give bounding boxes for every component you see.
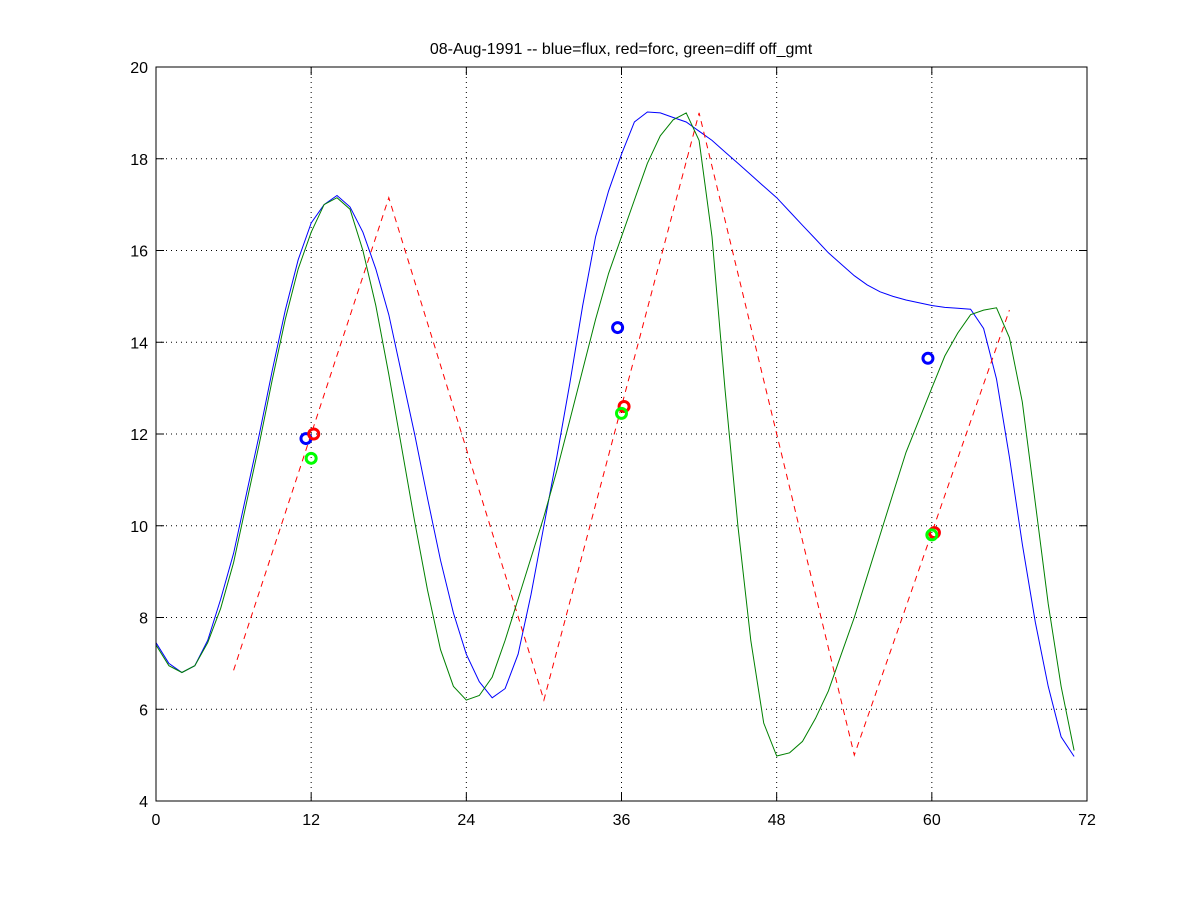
marker-flux [611, 321, 625, 335]
chart-title: 08-Aug-1991 -- blue=flux, red=forc, gree… [430, 41, 813, 58]
marker-forc [307, 427, 321, 441]
x-tick-label: 12 [302, 812, 320, 829]
x-tick-label: 36 [613, 812, 631, 829]
grid [156, 67, 1087, 801]
x-tick-label: 48 [768, 812, 786, 829]
marker-diff [925, 528, 939, 542]
y-tick-label: 18 [130, 152, 148, 169]
marker-diff [615, 406, 628, 420]
y-tick-label: 12 [130, 427, 148, 444]
marker-forc [617, 399, 631, 413]
markers [299, 321, 941, 542]
y-tick-label: 8 [139, 611, 148, 628]
ticks: 0 12 24 36 48 60 72 4 6 8 10 12 14 16 18 20 [130, 60, 1096, 829]
marker-diff [304, 451, 318, 465]
y-tick-label: 10 [130, 519, 148, 536]
series-lines [155, 111, 1075, 757]
series-line-flux [155, 111, 1075, 757]
marker-flux [921, 351, 935, 365]
y-tick-label: 16 [130, 244, 148, 261]
y-tick-label: 6 [139, 702, 148, 719]
x-tick-label: 24 [457, 812, 475, 829]
x-tick-label: 0 [152, 812, 161, 829]
x-tick-label: 60 [923, 812, 941, 829]
series-line-diff [155, 112, 1075, 757]
series-line-forc [233, 112, 1010, 757]
y-tick-label: 14 [130, 335, 148, 352]
x-tick-label: 72 [1078, 812, 1096, 829]
y-tick-label: 4 [139, 794, 148, 811]
y-tick-label: 20 [130, 60, 148, 77]
